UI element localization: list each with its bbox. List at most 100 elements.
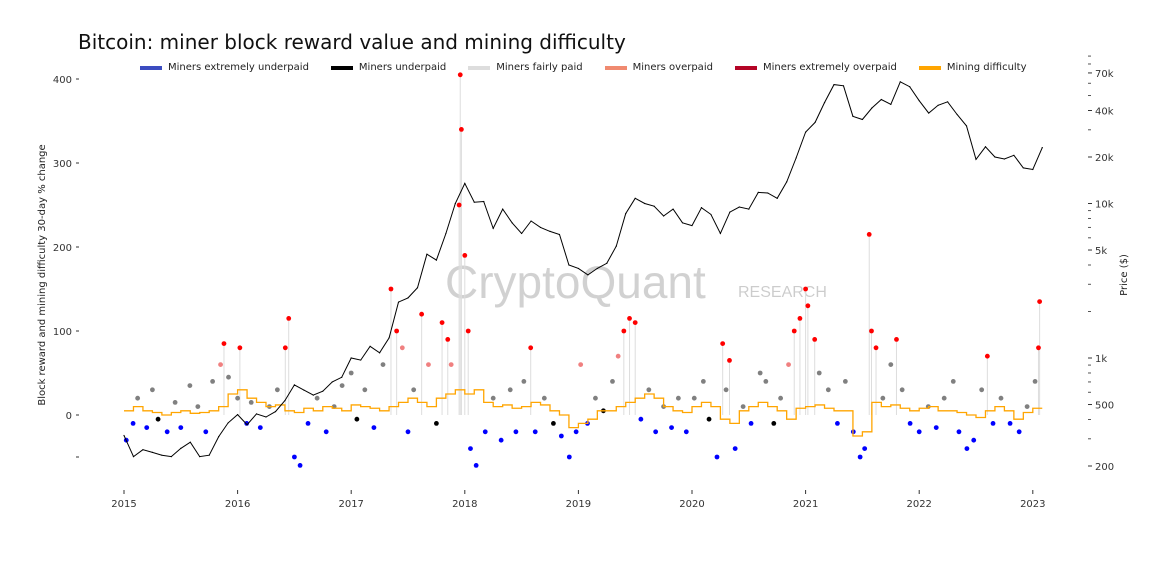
reward-point-f [1032, 379, 1038, 384]
x-tick-label: 2015 [111, 499, 136, 510]
reward-point-f [248, 400, 254, 405]
price-point [502, 208, 504, 210]
y2-tick-label: 1k [1095, 354, 1107, 365]
reward-point-eu [371, 425, 377, 430]
price-point [379, 352, 381, 354]
legend-label: Miners fairly paid [496, 62, 583, 73]
price-point [738, 206, 740, 208]
reward-point-eu [558, 433, 564, 439]
reward-point-f [150, 387, 155, 393]
reward-point-f [210, 379, 216, 384]
price-point [322, 390, 324, 392]
y-tick-label: 200 [53, 243, 72, 254]
reward-point-eu [916, 429, 922, 435]
price-point [653, 205, 655, 207]
reward-point-eu [144, 425, 150, 430]
reward-point-eo [812, 337, 818, 342]
reward-point-eo [797, 316, 803, 321]
reward-point-f [135, 395, 141, 401]
price-point [426, 253, 428, 255]
price-point [899, 81, 901, 83]
reward-point-eu [990, 421, 996, 426]
price-point [549, 230, 551, 232]
price-point [237, 414, 239, 416]
reward-point-eo [456, 202, 462, 208]
price-point [454, 202, 456, 205]
legend-item-diff: Mining difficulty [918, 62, 1027, 73]
legend-item-o: Miners overpaid [604, 62, 713, 73]
price-point [786, 181, 788, 183]
y2-axis-label: Price ($) [1119, 254, 1130, 296]
legend-swatch [468, 65, 491, 70]
reward-point-eo [465, 328, 471, 334]
reward-point-eo [419, 311, 425, 317]
price-point [189, 441, 191, 443]
price-point [748, 208, 750, 210]
reward-point-eu [513, 429, 519, 435]
reward-point-f [691, 395, 697, 401]
reward-point-eu [405, 429, 411, 435]
reward-point-f [763, 379, 769, 384]
reward-point-eo [388, 286, 394, 292]
y2-tick-label: 70k [1095, 69, 1114, 80]
legend-item-eo: Miners extremely overpaid [734, 62, 897, 73]
reward-point-o [786, 362, 791, 367]
reward-point-o [578, 362, 584, 367]
price-point [521, 232, 523, 235]
reward-point-eu [683, 429, 689, 435]
reward-point-eu [669, 425, 674, 430]
reward-point-o [448, 362, 454, 367]
price-point [871, 107, 873, 109]
legend-label: Mining difficulty [946, 62, 1027, 73]
reward-point-f [507, 387, 513, 393]
price-point [587, 274, 589, 276]
x-tick-label: 2023 [1020, 499, 1045, 510]
y-tick-label: 0 [66, 411, 72, 422]
reward-point-f [187, 383, 193, 388]
x-tick-label: 2016 [225, 499, 250, 510]
y2-tick-label: 20k [1095, 153, 1114, 164]
reward-point-eu [573, 429, 579, 435]
reward-point-eo [457, 72, 463, 78]
price-point [180, 447, 182, 449]
price-point [928, 112, 930, 114]
price-point [947, 101, 949, 103]
price-point [350, 357, 352, 359]
price-point [606, 262, 608, 264]
price-point [369, 345, 371, 347]
price-point [965, 125, 968, 127]
reward-point-eo [727, 358, 732, 363]
reward-point-eu [178, 425, 184, 430]
price-point [312, 394, 314, 396]
price-point [142, 449, 144, 451]
price-point [255, 413, 258, 415]
price-point [388, 337, 390, 339]
reward-point-f [899, 387, 905, 393]
y-tick-label: 100 [53, 327, 72, 338]
reward-point-f [700, 379, 706, 384]
legend-swatch [918, 65, 941, 70]
reward-point-eo [632, 320, 638, 325]
reward-point-o [615, 353, 621, 359]
x-tick-label: 2022 [906, 499, 931, 510]
reward-point-eo [282, 345, 288, 351]
reward-point-eo [394, 328, 400, 334]
reward-point-f [314, 395, 320, 401]
reward-point-eu [907, 421, 913, 426]
price-point [492, 227, 494, 230]
reward-point-o [399, 345, 405, 351]
legend-item-eu: Miners extremely underpaid [140, 62, 309, 73]
reward-point-eu [323, 429, 329, 435]
reward-point-eo [439, 320, 445, 325]
reward-point-f [675, 395, 681, 401]
reward-point-f [757, 370, 763, 376]
price-point [918, 100, 920, 102]
reward-point-eo [528, 345, 534, 351]
price-point [823, 101, 826, 104]
price-point [577, 267, 580, 270]
reward-point-f [941, 395, 947, 401]
price-point [435, 259, 437, 261]
price-point [151, 451, 153, 453]
price-point [483, 200, 485, 203]
reward-point-f [979, 387, 985, 393]
